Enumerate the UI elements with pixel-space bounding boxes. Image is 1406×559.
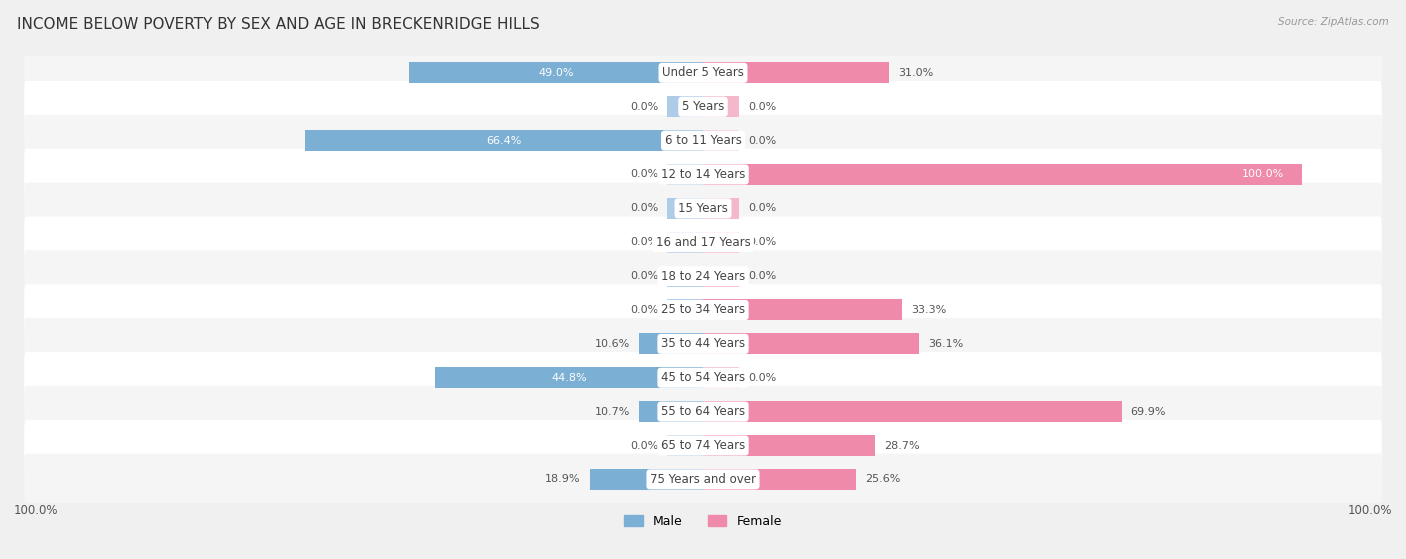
FancyBboxPatch shape: [24, 47, 1382, 98]
FancyBboxPatch shape: [24, 284, 1382, 336]
Text: 25.6%: 25.6%: [865, 475, 901, 485]
Bar: [703, 266, 740, 287]
Bar: [409, 63, 703, 83]
Bar: [666, 367, 703, 389]
Bar: [666, 300, 703, 320]
Bar: [666, 164, 703, 185]
Text: 100.0%: 100.0%: [1347, 504, 1392, 517]
Text: 28.7%: 28.7%: [884, 440, 920, 451]
Text: 6 to 11 Years: 6 to 11 Years: [665, 134, 741, 147]
Text: 0.0%: 0.0%: [748, 271, 776, 281]
Bar: [703, 367, 740, 389]
Bar: [703, 300, 903, 320]
Text: 0.0%: 0.0%: [630, 203, 658, 214]
Bar: [666, 333, 703, 354]
Text: 5 Years: 5 Years: [682, 100, 724, 113]
Bar: [703, 469, 740, 490]
Text: 49.0%: 49.0%: [538, 68, 574, 78]
Text: 0.0%: 0.0%: [748, 102, 776, 112]
Bar: [703, 63, 889, 83]
Text: 31.0%: 31.0%: [897, 68, 934, 78]
FancyBboxPatch shape: [24, 420, 1382, 471]
Text: 0.0%: 0.0%: [630, 440, 658, 451]
Bar: [666, 266, 703, 287]
Text: 0.0%: 0.0%: [630, 169, 658, 179]
Bar: [703, 401, 1122, 422]
Bar: [703, 164, 740, 185]
Bar: [703, 469, 856, 490]
Text: 0.0%: 0.0%: [630, 271, 658, 281]
Text: 16 and 17 Years: 16 and 17 Years: [655, 236, 751, 249]
Bar: [666, 401, 703, 422]
Bar: [703, 300, 740, 320]
Bar: [703, 63, 740, 83]
Bar: [703, 232, 740, 253]
FancyBboxPatch shape: [24, 352, 1382, 404]
Bar: [666, 96, 703, 117]
Bar: [434, 367, 703, 389]
Bar: [666, 130, 703, 151]
Bar: [703, 435, 740, 456]
Text: 0.0%: 0.0%: [630, 102, 658, 112]
Bar: [703, 130, 740, 151]
Text: 35 to 44 Years: 35 to 44 Years: [661, 338, 745, 350]
Bar: [703, 333, 920, 354]
Text: 0.0%: 0.0%: [630, 237, 658, 247]
Text: 25 to 34 Years: 25 to 34 Years: [661, 304, 745, 316]
FancyBboxPatch shape: [24, 318, 1382, 369]
Text: 69.9%: 69.9%: [1130, 406, 1166, 416]
Text: 0.0%: 0.0%: [748, 203, 776, 214]
Bar: [703, 198, 740, 219]
Text: 75 Years and over: 75 Years and over: [650, 473, 756, 486]
Bar: [703, 401, 740, 422]
Text: 44.8%: 44.8%: [551, 373, 586, 383]
Text: Under 5 Years: Under 5 Years: [662, 67, 744, 79]
FancyBboxPatch shape: [24, 216, 1382, 268]
Text: 18 to 24 Years: 18 to 24 Years: [661, 269, 745, 283]
Bar: [703, 96, 740, 117]
Text: Source: ZipAtlas.com: Source: ZipAtlas.com: [1278, 17, 1389, 27]
Text: 0.0%: 0.0%: [748, 237, 776, 247]
FancyBboxPatch shape: [24, 250, 1382, 302]
Text: 12 to 14 Years: 12 to 14 Years: [661, 168, 745, 181]
Text: 10.7%: 10.7%: [595, 406, 630, 416]
Bar: [703, 333, 740, 354]
Text: 65 to 74 Years: 65 to 74 Years: [661, 439, 745, 452]
FancyBboxPatch shape: [24, 183, 1382, 234]
Text: 45 to 54 Years: 45 to 54 Years: [661, 371, 745, 384]
FancyBboxPatch shape: [24, 81, 1382, 132]
Bar: [666, 198, 703, 219]
Legend: Male, Female: Male, Female: [619, 510, 787, 533]
Text: 18.9%: 18.9%: [546, 475, 581, 485]
Bar: [666, 469, 703, 490]
Text: 100.0%: 100.0%: [14, 504, 59, 517]
Bar: [638, 401, 703, 422]
FancyBboxPatch shape: [24, 454, 1382, 505]
Bar: [666, 63, 703, 83]
Text: 55 to 64 Years: 55 to 64 Years: [661, 405, 745, 418]
Text: 36.1%: 36.1%: [928, 339, 963, 349]
Bar: [666, 232, 703, 253]
Bar: [703, 435, 875, 456]
Text: 100.0%: 100.0%: [1241, 169, 1284, 179]
Bar: [305, 130, 703, 151]
Text: 0.0%: 0.0%: [748, 136, 776, 145]
Text: 0.0%: 0.0%: [748, 373, 776, 383]
FancyBboxPatch shape: [24, 386, 1382, 437]
Text: 15 Years: 15 Years: [678, 202, 728, 215]
Text: 66.4%: 66.4%: [486, 136, 522, 145]
FancyBboxPatch shape: [24, 115, 1382, 167]
FancyBboxPatch shape: [24, 149, 1382, 200]
Bar: [640, 333, 703, 354]
Bar: [666, 435, 703, 456]
Text: 10.6%: 10.6%: [595, 339, 630, 349]
Bar: [703, 164, 1302, 185]
Text: 0.0%: 0.0%: [630, 305, 658, 315]
Text: 33.3%: 33.3%: [911, 305, 946, 315]
Bar: [589, 469, 703, 490]
Text: INCOME BELOW POVERTY BY SEX AND AGE IN BRECKENRIDGE HILLS: INCOME BELOW POVERTY BY SEX AND AGE IN B…: [17, 17, 540, 32]
